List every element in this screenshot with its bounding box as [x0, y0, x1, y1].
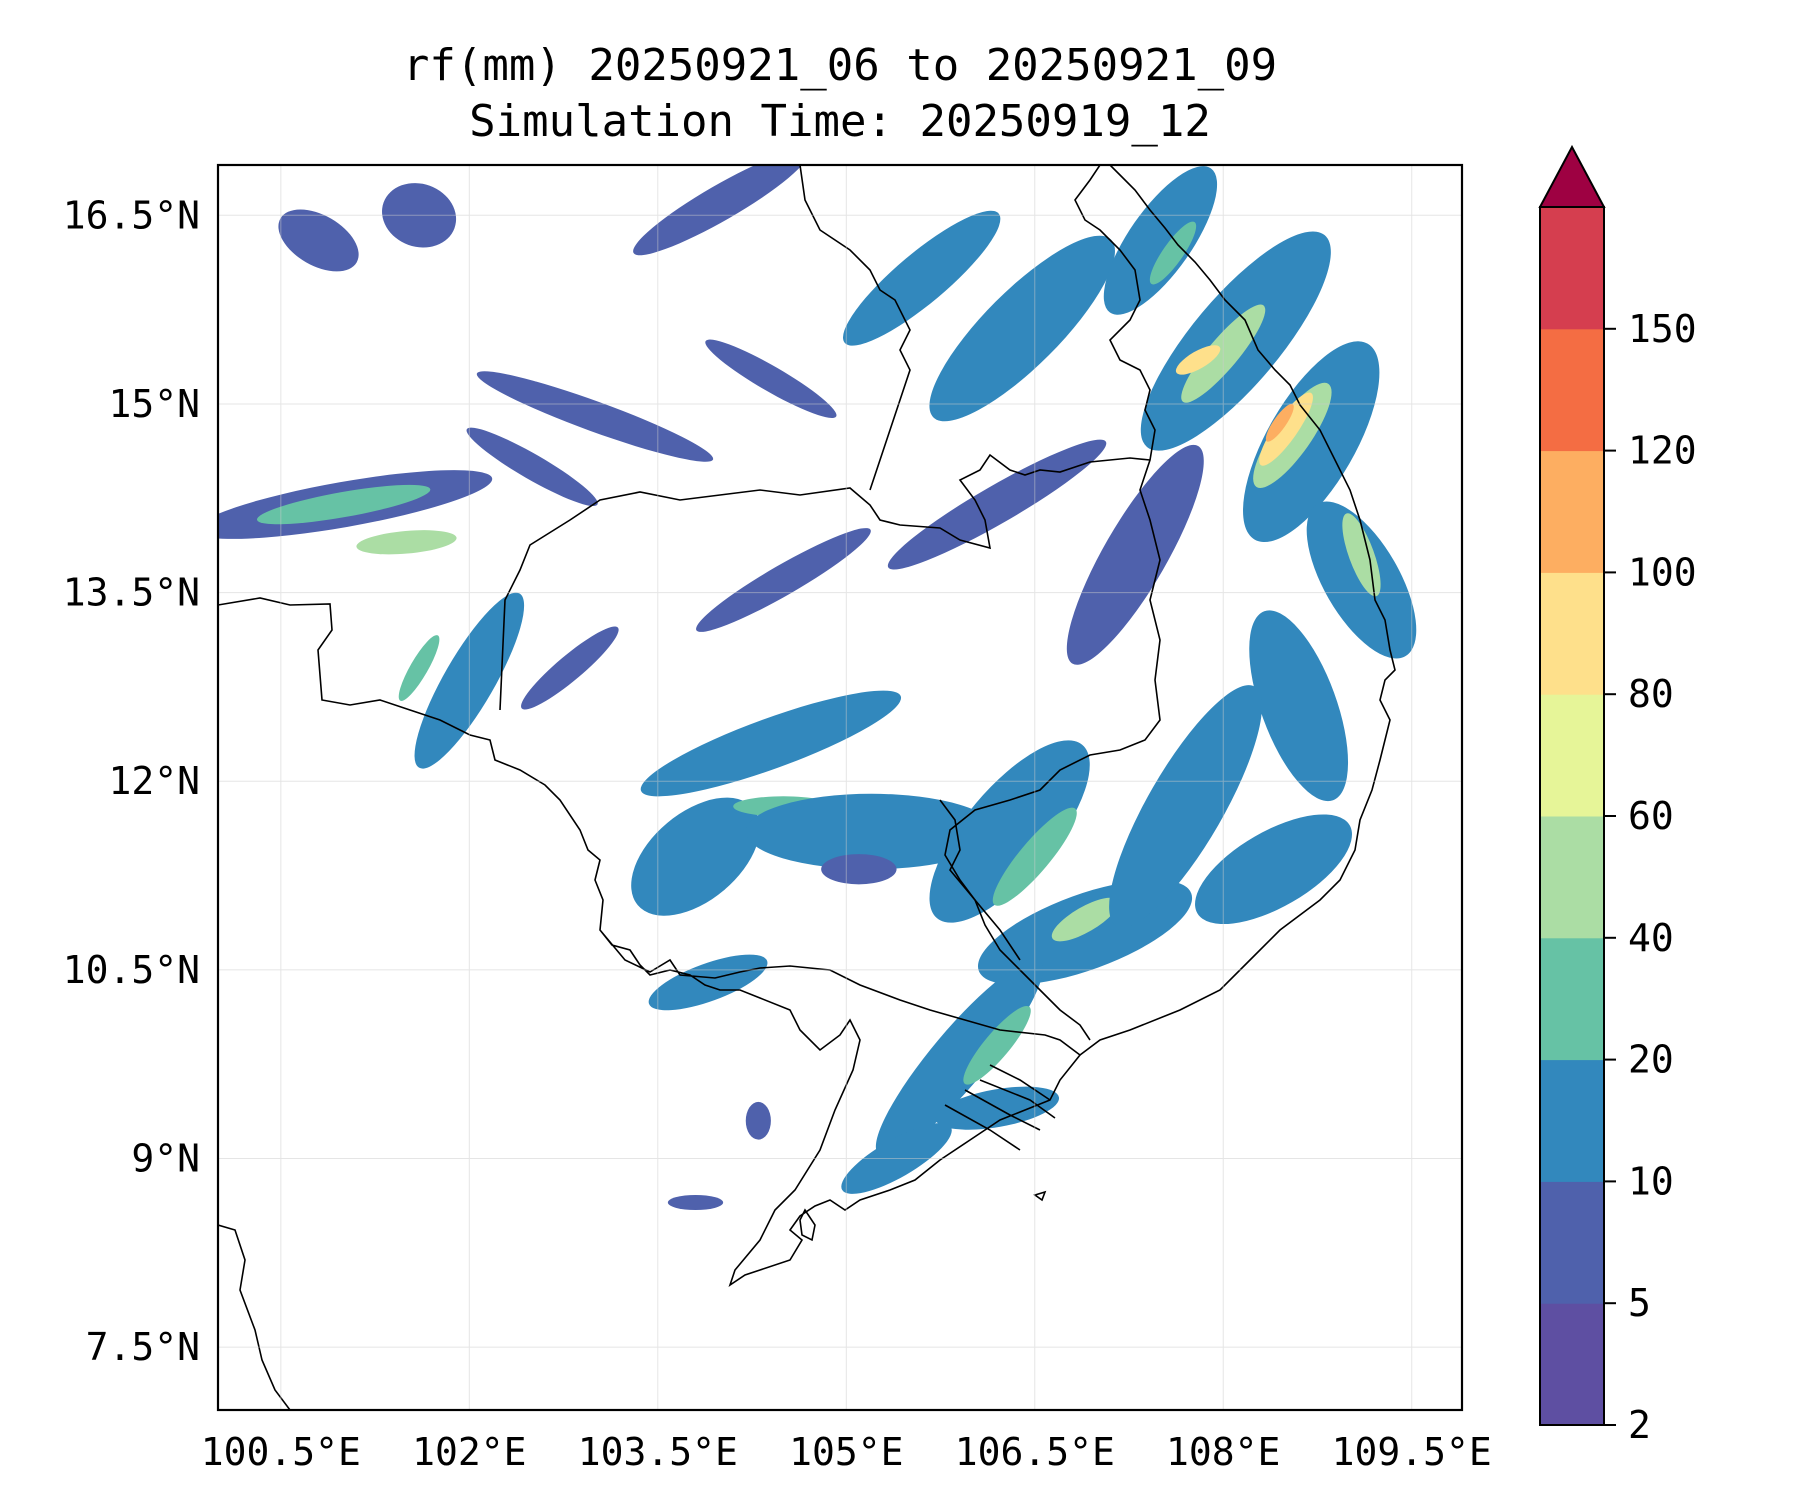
colorbar-level-label: 150 [1628, 307, 1697, 351]
colorbar-band [1540, 1181, 1604, 1304]
lat-tick-label: 13.5°N [63, 571, 200, 615]
colorbar-level-label: 100 [1628, 550, 1697, 594]
colorbar-tick-labels: 2 5 10 20 40 60 80 100 120 150 [1604, 307, 1697, 1447]
rainfall-cell [648, 954, 768, 1011]
colorbar-level-label: 40 [1628, 916, 1674, 960]
rainfall-cell [696, 528, 871, 632]
rainfall-cell [1249, 610, 1349, 802]
rainfall-cell [963, 1005, 1031, 1085]
coastline-vietnam-east [1079, 165, 1396, 1056]
lon-tick-label: 109.5°E [1332, 1430, 1492, 1474]
colorbar-band [1540, 450, 1604, 573]
rainfall-cell [875, 959, 1043, 1156]
colorbar-band [1540, 816, 1604, 939]
rainfall-cell [745, 1101, 771, 1140]
border-cambodia-vietnam [939, 799, 1021, 961]
rainfall-cell [887, 439, 1107, 570]
rainfall-cell [640, 690, 902, 797]
rainfall-cell [1051, 897, 1119, 942]
colorbar-level-label: 2 [1628, 1403, 1651, 1447]
colorbar-level-label: 80 [1628, 672, 1674, 716]
colorbar-band [1540, 694, 1604, 817]
rainfall-cell [521, 626, 619, 710]
lon-tick-label: 100.5°E [201, 1430, 361, 1474]
colorbar-band [1540, 1303, 1604, 1426]
rainfall-cell [1109, 685, 1263, 928]
island-con-dao [1033, 1190, 1047, 1202]
rainfall-cell [257, 484, 431, 525]
colorbar-bands [1540, 207, 1604, 1426]
rainfall-cell [278, 209, 359, 272]
lat-tick-label: 12°N [108, 759, 200, 803]
lat-tick-label: 7.5°N [86, 1325, 200, 1369]
colorbar: 2 5 10 20 40 60 80 100 120 150 [1538, 144, 1697, 1447]
border-laos-vietnam [944, 165, 1161, 1041]
rainfall-cell [1103, 166, 1218, 315]
colorbar-extend-arrow [1538, 144, 1606, 208]
colorbar-level-label: 10 [1628, 1159, 1674, 1203]
map-subtitle: Simulation Time: 20250919_12 [469, 96, 1211, 147]
mekong-delta-channels [944, 1064, 1056, 1151]
rainfall-cell [1259, 392, 1313, 466]
map-title: rf(mm) 20250921_06 to 20250921_09 [402, 40, 1278, 91]
rainfall-cell [705, 339, 837, 419]
lon-tick-label: 108°E [1166, 1430, 1280, 1474]
rainfall-cell [1342, 513, 1381, 597]
rainfall-cell [929, 235, 1115, 422]
rainfall-cell [667, 1194, 724, 1211]
rainfall-cell [631, 797, 760, 916]
lon-tick-label: 105°E [789, 1430, 903, 1474]
colorbar-band [1540, 328, 1604, 452]
colorbar-level-label: 60 [1628, 794, 1674, 838]
rainfall-cell [476, 371, 714, 462]
coastline-boundaries [218, 165, 1396, 1410]
coastline-gulf-of-thailand [218, 597, 1082, 1287]
island-phu-quoc [799, 1208, 816, 1242]
rainfall-cell [745, 793, 998, 870]
lat-tick-label: 10.5°N [63, 948, 200, 992]
colorbar-band [1540, 207, 1604, 330]
lon-tick-label: 102°E [412, 1430, 526, 1474]
rainfall-cell [356, 530, 457, 555]
lon-tick-label: 103.5°E [578, 1430, 738, 1474]
longitude-tick-labels: 100.5°E 102°E 103.5°E 105°E 106.5°E 108°E 109.… [201, 1430, 1492, 1474]
colorbar-band [1540, 572, 1604, 695]
lat-tick-label: 15°N [108, 382, 200, 426]
rainfall-cell [842, 210, 1001, 346]
plot-frame [216, 163, 1464, 1412]
rainfall-cell [1175, 345, 1221, 375]
latitude-tick-labels: 16.5°N 15°N 13.5°N 12°N 10.5°N 9°N 7.5°N [63, 193, 200, 1369]
colorbar-level-label: 20 [1628, 1038, 1674, 1082]
colorbar-band [1540, 1059, 1604, 1182]
rainfall-cell [633, 165, 809, 256]
colorbar-level-label: 5 [1628, 1281, 1651, 1325]
border-laos-thailand [799, 165, 911, 491]
colorbar-level-label: 120 [1628, 429, 1697, 473]
rainfall-cell [466, 427, 598, 507]
coastline-malay-peninsula [218, 1224, 291, 1410]
rainfall-cell [1195, 814, 1352, 925]
lat-tick-label: 16.5°N [63, 193, 200, 237]
rainfall-cell [821, 854, 897, 885]
rainfall-field [218, 165, 1417, 1211]
rainfall-cell [1149, 221, 1197, 285]
rainfall-cell [929, 740, 1090, 923]
border-thailand-cambodia-laos [499, 453, 1151, 711]
rainfall-cell [1066, 444, 1204, 665]
lon-tick-label: 106.5°E [955, 1430, 1115, 1474]
rainfall-cell [398, 635, 440, 701]
lat-tick-label: 9°N [131, 1136, 200, 1180]
rainfall-cell [1243, 341, 1380, 543]
rainfall-cell [1265, 403, 1294, 442]
graticule [218, 165, 1462, 1410]
colorbar-band [1540, 937, 1604, 1061]
plot-area [216, 163, 1464, 1412]
